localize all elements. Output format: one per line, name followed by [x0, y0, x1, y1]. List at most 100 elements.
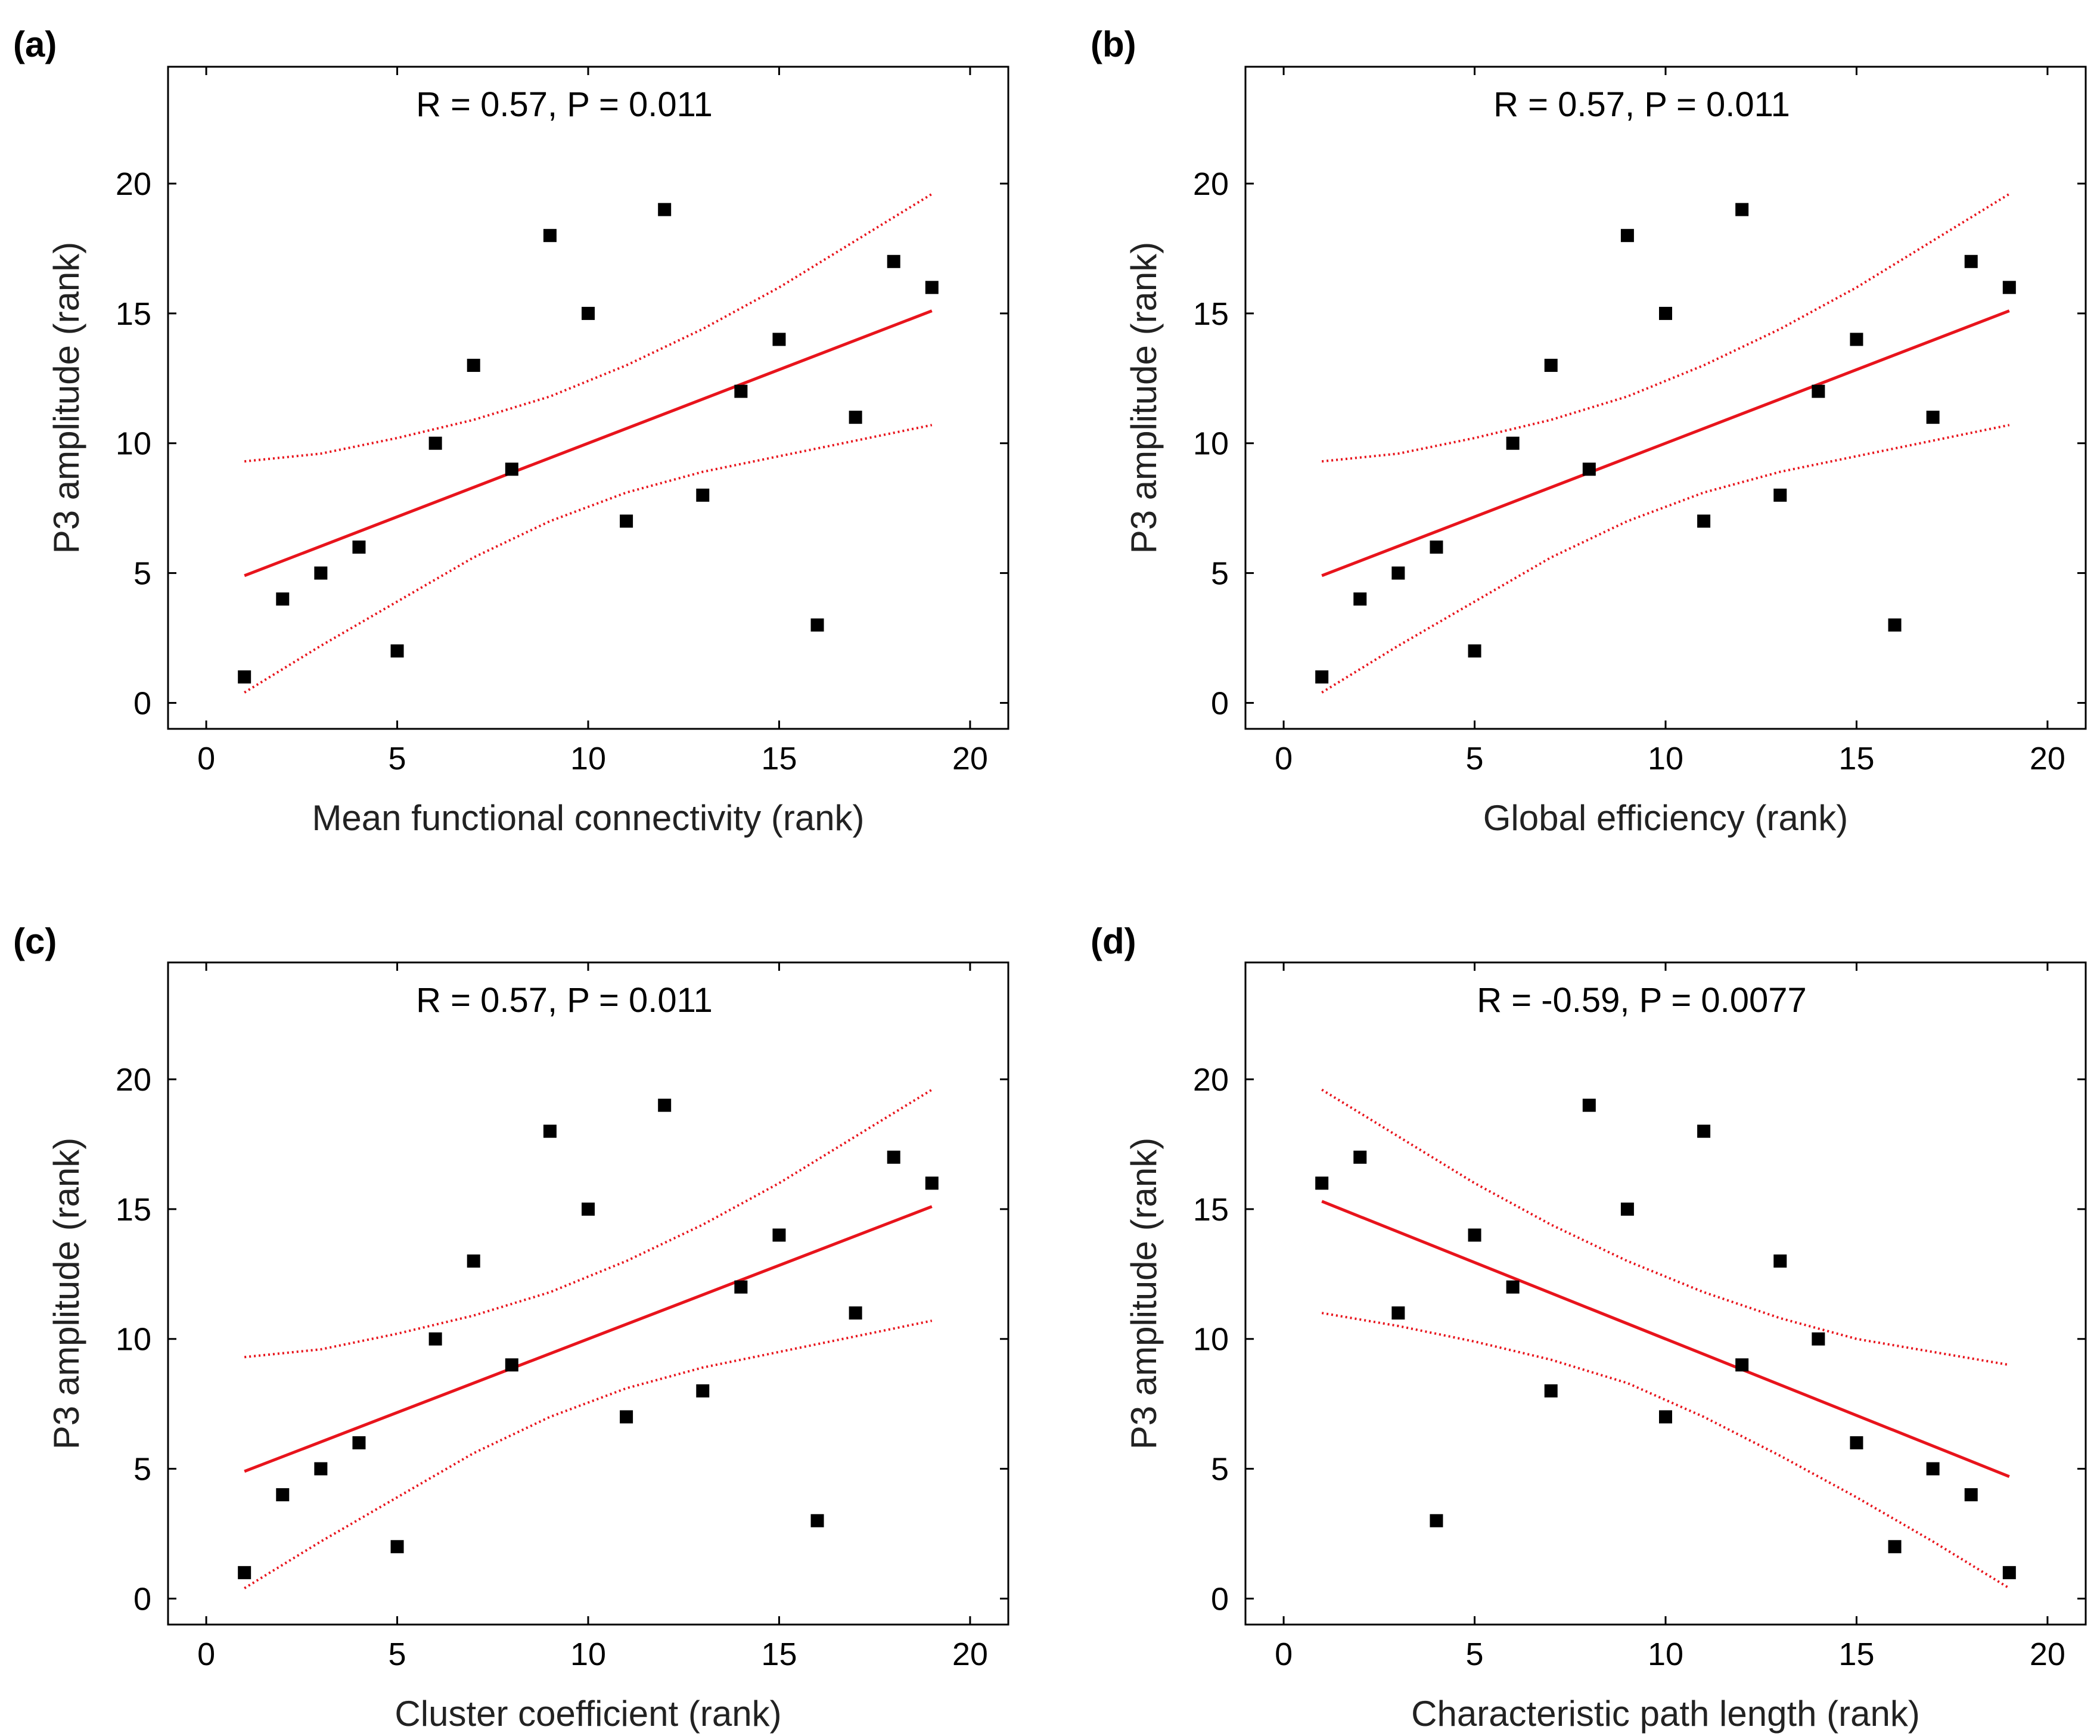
- data-point: [543, 1125, 557, 1138]
- regression-line: [1321, 1200, 2010, 1478]
- data-point: [314, 1462, 328, 1476]
- data-point: [1926, 1462, 1940, 1476]
- data-point: [390, 1540, 404, 1554]
- data-point: [772, 1228, 786, 1242]
- y-tick-label: 20: [1193, 166, 1229, 202]
- y-tick-label: 10: [1193, 426, 1229, 462]
- y-tick-label: 0: [133, 1581, 151, 1617]
- data-point: [887, 254, 900, 268]
- x-tick-label: 15: [761, 741, 797, 777]
- y-tick-label: 0: [133, 685, 151, 721]
- x-tick-label: 5: [389, 741, 406, 777]
- data-point: [1430, 541, 1443, 554]
- panel-label: (d): [1091, 921, 1136, 961]
- data-point: [810, 1514, 824, 1527]
- data-point: [2002, 281, 2016, 294]
- stats-annotation: R = 0.57, P = 0.011: [416, 981, 713, 1020]
- data-point: [1353, 1150, 1367, 1164]
- data-point: [1582, 462, 1596, 476]
- x-tick-label: 0: [1275, 741, 1293, 777]
- data-point: [887, 1150, 900, 1164]
- x-tick-label: 10: [570, 741, 606, 777]
- data-point: [658, 203, 672, 216]
- y-tick-label: 5: [1211, 1452, 1229, 1487]
- data-point: [1773, 488, 1787, 502]
- data-point: [1620, 229, 1634, 243]
- y-tick-label: 10: [116, 1322, 151, 1358]
- data-point: [352, 541, 366, 554]
- x-tick-label: 15: [1838, 741, 1874, 777]
- x-tick-label: 20: [952, 741, 988, 777]
- data-point: [505, 462, 518, 476]
- x-tick-label: 20: [2030, 741, 2065, 777]
- x-axis-title: Global efficiency (rank): [1483, 798, 1848, 838]
- y-tick-label: 5: [1211, 556, 1229, 592]
- x-axis-title: Cluster coefficient (rank): [394, 1694, 781, 1734]
- data-point: [276, 1488, 290, 1502]
- data-point: [925, 281, 939, 294]
- data-point: [696, 1384, 710, 1398]
- data-point: [849, 411, 862, 424]
- chart-panel-b: (b) 0 5 10 15 20 0 5 10 15 20 Global efficiency (ra…: [1091, 24, 2087, 838]
- data-point: [734, 1280, 748, 1294]
- stats-annotation: R = 0.57, P = 0.011: [416, 85, 713, 124]
- ci-upper-line: [244, 192, 933, 463]
- data-point: [620, 1410, 633, 1424]
- regression-line: [244, 309, 933, 577]
- data-point: [734, 384, 748, 398]
- panel-label: (c): [13, 921, 57, 961]
- plot-area: [167, 66, 1009, 730]
- data-point: [620, 514, 633, 528]
- ci-lower-line: [1321, 1312, 2010, 1589]
- data-point: [1468, 644, 1481, 658]
- data-point: [1391, 1306, 1405, 1320]
- data-point: [582, 306, 595, 320]
- ci-upper-line: [244, 1088, 933, 1359]
- data-point: [428, 436, 442, 450]
- y-tick-label: 10: [116, 426, 151, 462]
- data-point: [1659, 1410, 1672, 1424]
- data-point: [1697, 1125, 1711, 1138]
- data-point: [1850, 1436, 1863, 1450]
- data-point: [1964, 254, 1978, 268]
- y-axis-title: P3 amplitude (rank): [1124, 1138, 1164, 1450]
- x-axis-title: Mean functional connectivity (rank): [312, 798, 864, 838]
- data-point: [505, 1358, 518, 1372]
- x-tick-label: 5: [1466, 741, 1484, 777]
- data-point: [1812, 1332, 1825, 1346]
- x-tick-label: 10: [1648, 741, 1683, 777]
- data-point: [772, 333, 786, 346]
- data-point: [1926, 411, 1940, 424]
- y-tick-label: 20: [116, 166, 151, 202]
- ci-lower-line: [244, 424, 933, 694]
- ci-upper-line: [1321, 192, 2010, 463]
- y-tick-label: 0: [1211, 685, 1229, 721]
- data-point: [1506, 1280, 1520, 1294]
- x-tick-label: 20: [952, 1636, 988, 1672]
- data-point: [1812, 384, 1825, 398]
- data-point: [467, 359, 480, 372]
- data-point: [314, 566, 328, 580]
- x-tick-label: 15: [1838, 1636, 1874, 1672]
- x-tick-label: 5: [1466, 1636, 1484, 1672]
- data-point: [276, 592, 290, 606]
- chart-panel-c: (c) 0 5 10 15 20 0 5 10 15 20 Cluster coefficient (…: [13, 921, 1009, 1734]
- data-point: [428, 1332, 442, 1346]
- stats-annotation: R = -0.59, P = 0.0077: [1477, 981, 1807, 1020]
- regression-line: [1321, 309, 2010, 577]
- data-point: [1773, 1254, 1787, 1268]
- y-axis-title: P3 amplitude (rank): [1124, 242, 1164, 554]
- y-tick-label: 15: [1193, 1192, 1229, 1228]
- data-point: [238, 670, 251, 684]
- data-point: [1659, 306, 1672, 320]
- data-point: [1391, 566, 1405, 580]
- panel-label: (a): [13, 24, 57, 64]
- data-point: [925, 1176, 939, 1190]
- data-point: [1430, 1514, 1443, 1527]
- data-point: [1315, 1176, 1329, 1190]
- data-point: [1735, 1358, 1749, 1372]
- x-tick-label: 10: [1648, 1636, 1683, 1672]
- x-axis-title: Characteristic path length (rank): [1411, 1694, 1920, 1734]
- y-tick-label: 5: [133, 1452, 151, 1487]
